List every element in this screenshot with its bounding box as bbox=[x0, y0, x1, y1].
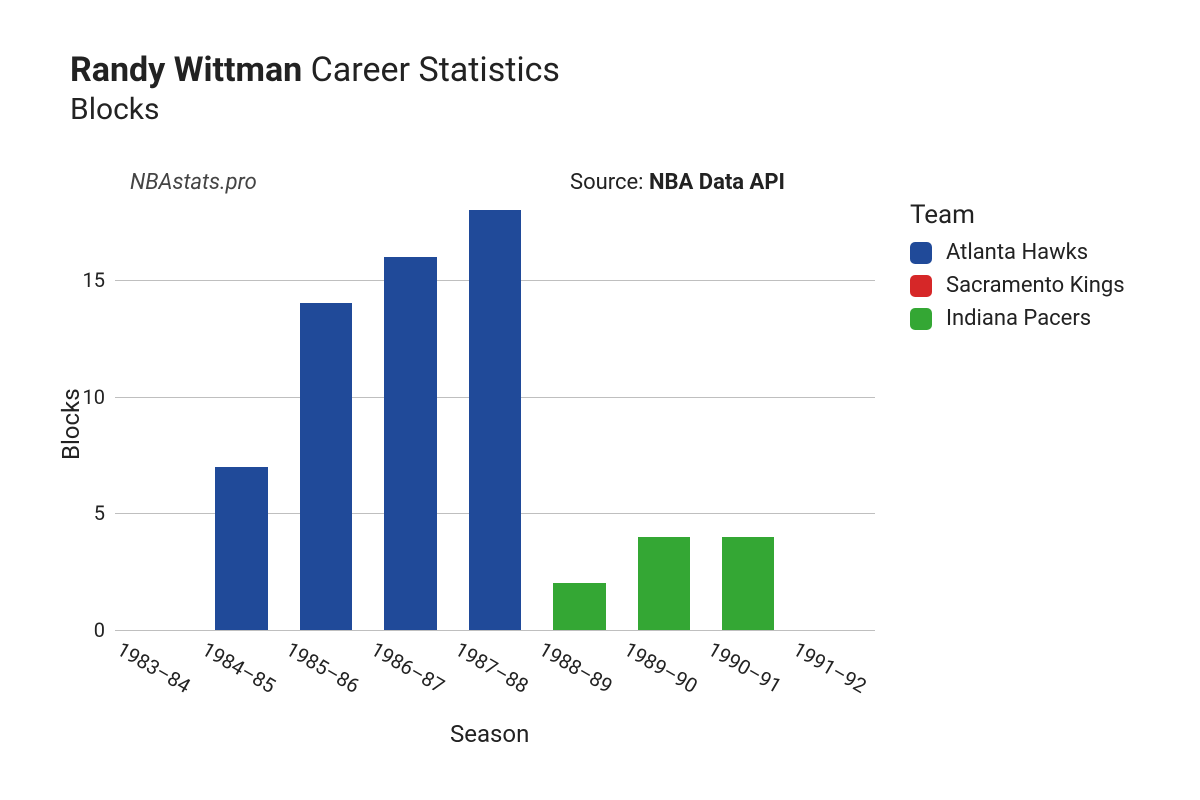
legend-label: Sacramento Kings bbox=[946, 273, 1125, 298]
x-axis-title: Season bbox=[450, 720, 529, 748]
bar bbox=[300, 303, 352, 630]
title-player-name: Randy Wittman bbox=[70, 50, 302, 90]
legend-label: Atlanta Hawks bbox=[946, 240, 1088, 265]
legend-item: Atlanta Hawks bbox=[910, 240, 1125, 265]
legend: Team Atlanta Hawks Sacramento Kings Indian… bbox=[910, 200, 1125, 339]
y-axis-title: Blocks bbox=[57, 388, 85, 460]
bar bbox=[638, 537, 690, 630]
legend-label: Indiana Pacers bbox=[946, 306, 1091, 331]
bar bbox=[469, 210, 521, 630]
plot-area: 051015 1983–841984–851985–861986–871987–… bbox=[115, 210, 875, 630]
source-attribution: Source: NBA Data API bbox=[570, 170, 785, 195]
legend-swatch bbox=[910, 242, 932, 264]
x-tick-label: 1984–85 bbox=[198, 630, 284, 698]
bar bbox=[553, 583, 605, 630]
x-tick-label: 1990–91 bbox=[704, 630, 790, 698]
legend-title: Team bbox=[910, 200, 1125, 230]
x-tick-label: 1989–90 bbox=[620, 630, 706, 698]
x-tick-label: 1985–86 bbox=[282, 630, 368, 698]
chart-title: Randy Wittman Career Statistics bbox=[70, 50, 560, 90]
bar bbox=[384, 257, 436, 630]
x-tick-label: 1987–88 bbox=[451, 630, 537, 698]
legend-item: Indiana Pacers bbox=[910, 306, 1125, 331]
source-value: NBA Data API bbox=[649, 170, 785, 195]
y-tick-label: 0 bbox=[94, 618, 115, 642]
title-suffix: Career Statistics bbox=[311, 50, 560, 90]
legend-swatch bbox=[910, 308, 932, 330]
y-tick-label: 5 bbox=[94, 501, 115, 525]
x-tick-label: 1991–92 bbox=[789, 630, 875, 698]
legend-items: Atlanta Hawks Sacramento Kings Indiana Pac… bbox=[910, 240, 1125, 331]
bar bbox=[722, 537, 774, 630]
y-tick-label: 15 bbox=[83, 268, 115, 292]
grid-line bbox=[115, 630, 875, 631]
x-tick-label: 1983–84 bbox=[113, 630, 199, 698]
legend-swatch bbox=[910, 275, 932, 297]
x-tick-label: 1986–87 bbox=[367, 630, 453, 698]
chart-subtitle: Blocks bbox=[70, 92, 560, 127]
y-tick-label: 10 bbox=[83, 385, 115, 409]
chart-title-block: Randy Wittman Career Statistics Blocks bbox=[70, 50, 560, 127]
bar bbox=[215, 467, 267, 630]
x-tick-label: 1988–89 bbox=[535, 630, 621, 698]
chart-container: Randy Wittman Career Statistics Blocks N… bbox=[0, 0, 1200, 800]
legend-item: Sacramento Kings bbox=[910, 273, 1125, 298]
watermark-text: NBAstats.pro bbox=[130, 170, 257, 195]
source-label: Source: bbox=[570, 170, 649, 195]
